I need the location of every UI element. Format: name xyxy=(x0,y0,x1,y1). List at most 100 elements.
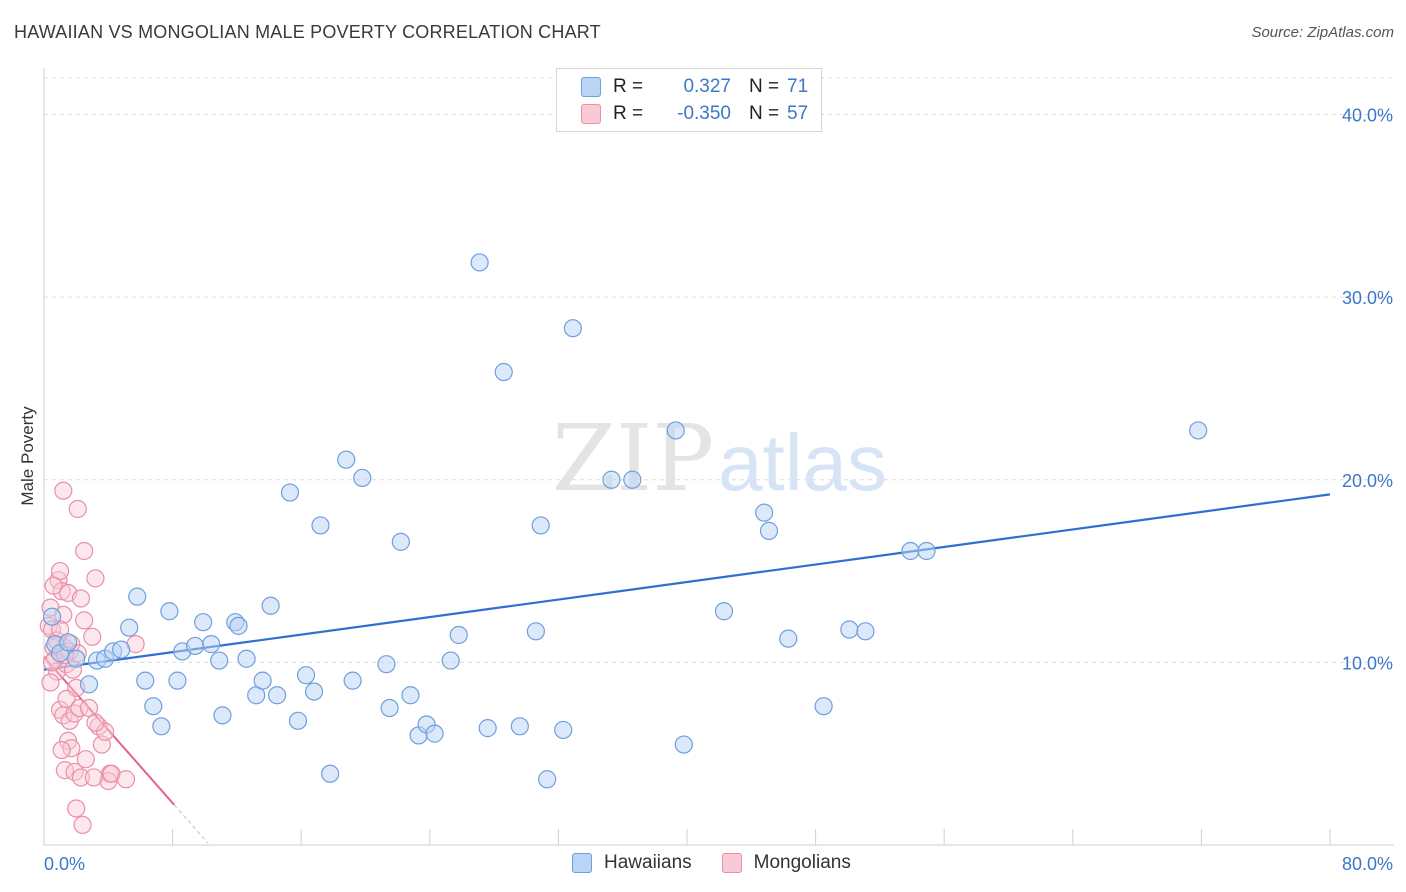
hawaiians-point xyxy=(401,686,420,705)
hawaiians-point xyxy=(391,532,410,551)
hawaiians-point xyxy=(856,622,875,641)
legend-n-label: N = xyxy=(749,76,780,97)
mongolians-point xyxy=(86,569,105,588)
x-tick-label: 0.0% xyxy=(44,854,85,874)
hawaiians-point xyxy=(343,671,362,690)
hawaiians-point xyxy=(42,607,62,626)
stats-legend: R = 0.327 N = 71 R = -0.350 N = 57 xyxy=(556,68,822,132)
hawaiians-point xyxy=(623,470,642,489)
mongolians-point xyxy=(54,481,73,500)
mongolians-point xyxy=(86,713,105,732)
mongolians-point xyxy=(73,815,92,835)
legend-row-hawaiians: R = 0.327 N = 71 xyxy=(581,75,808,99)
hawaiians-point xyxy=(229,616,248,635)
y-tick-label: 20.0% xyxy=(1342,471,1393,491)
legend-r-value: -0.350 xyxy=(677,103,731,124)
mongolians-point xyxy=(67,799,86,818)
mongolians-legend-label: Mongolians xyxy=(753,852,851,873)
hawaiians-point xyxy=(194,613,213,632)
hawaiians-point xyxy=(210,651,229,670)
hawaiians-legend-swatch xyxy=(572,853,592,873)
mongolians-point xyxy=(71,768,91,787)
hawaiians-point xyxy=(666,421,685,440)
hawaiians-legend-label: Hawaiians xyxy=(604,852,692,873)
hawaiians-points xyxy=(42,253,1208,789)
mongolians-swatch xyxy=(581,104,601,124)
hawaiians-point xyxy=(425,724,444,743)
hawaiians-point xyxy=(120,618,139,637)
hawaiians-point xyxy=(202,635,221,654)
legend-item-hawaiians[interactable]: Hawaiians xyxy=(572,852,692,874)
mongolians-point xyxy=(116,770,136,789)
hawaiians-point xyxy=(160,602,179,621)
hawaiians-point xyxy=(311,516,330,535)
mongolians-trend-extension xyxy=(173,804,209,844)
hawaiians-point xyxy=(321,764,340,783)
hawaiians-trend-line xyxy=(43,493,1331,671)
x-tick-label: 80.0% xyxy=(1342,854,1393,874)
watermark-atlas: atlas xyxy=(718,418,887,507)
hawaiians-point xyxy=(674,735,693,754)
y-tick-label: 40.0% xyxy=(1342,106,1393,126)
hawaiians-point xyxy=(79,675,99,694)
mongolians-point xyxy=(75,541,94,561)
legend-item-mongolians[interactable]: Mongolians xyxy=(721,852,851,874)
hawaiians-point xyxy=(526,622,545,641)
hawaiians-point xyxy=(237,649,256,668)
hawaiians-point xyxy=(840,620,859,639)
tick-labels: 10.0% 20.0% 30.0% 40.0% 0.0% 80.0% xyxy=(44,106,1393,874)
mongolians-point xyxy=(95,722,115,741)
hawaiians-point xyxy=(152,717,171,736)
mongolians-trend-line xyxy=(43,656,175,806)
hawaiians-point xyxy=(494,362,513,382)
chart-title: HAWAIIAN VS MONGOLIAN MALE POVERTY CORRE… xyxy=(14,22,601,42)
hawaiians-point xyxy=(449,625,468,645)
mongolians-point xyxy=(57,689,76,709)
hawaiians-point xyxy=(759,521,779,540)
hawaiians-point xyxy=(714,602,734,621)
mongolians-point xyxy=(52,740,71,760)
hawaiians-point xyxy=(353,468,372,488)
hawaiians-point xyxy=(337,450,356,469)
trend-lines xyxy=(43,493,1331,844)
mongolians-points xyxy=(39,481,145,835)
y-axis-label: Male Poverty xyxy=(18,406,37,506)
hawaiians-point xyxy=(917,541,936,561)
source-label: Source: ZipAtlas.com xyxy=(1251,24,1394,41)
mongolians-point xyxy=(76,750,95,769)
y-tick-label: 30.0% xyxy=(1342,288,1393,308)
hawaiians-point xyxy=(59,633,78,652)
hawaiians-point xyxy=(213,706,232,725)
hawaiians-point xyxy=(380,698,399,718)
hawaiians-point xyxy=(470,253,489,272)
watermark-zip: ZIP xyxy=(552,405,714,512)
axes xyxy=(43,68,1394,846)
hawaiians-point xyxy=(478,719,497,738)
hawaiians-point xyxy=(67,649,86,668)
mongolians-point xyxy=(83,627,102,646)
hawaiians-point xyxy=(441,651,460,670)
hawaiians-point xyxy=(128,587,147,606)
hawaiians-swatch xyxy=(581,77,601,97)
legend-n-value: 57 xyxy=(787,103,809,124)
mongolians-point xyxy=(49,571,68,590)
mongolians-point xyxy=(70,698,89,718)
hawaiians-point xyxy=(755,503,774,522)
hawaiians-point xyxy=(814,697,833,716)
hawaiians-point xyxy=(901,541,920,561)
hawaiians-point xyxy=(112,640,131,659)
hawaiians-point xyxy=(288,711,308,730)
hawaiians-point xyxy=(554,720,573,740)
hawaiians-point xyxy=(377,655,396,674)
hawaiians-point xyxy=(261,596,280,615)
series-legend: Hawaiians Mongolians xyxy=(572,852,881,874)
legend-n-label: N = xyxy=(749,103,780,124)
hawaiians-point xyxy=(136,671,155,690)
legend-n-value: 71 xyxy=(787,76,809,97)
legend-row-mongolians: R = -0.350 N = 57 xyxy=(581,102,808,126)
hawaiians-point xyxy=(538,770,557,789)
legend-r-label: R = xyxy=(613,103,644,124)
hawaiians-point xyxy=(280,483,300,502)
gridlines xyxy=(44,77,1394,663)
